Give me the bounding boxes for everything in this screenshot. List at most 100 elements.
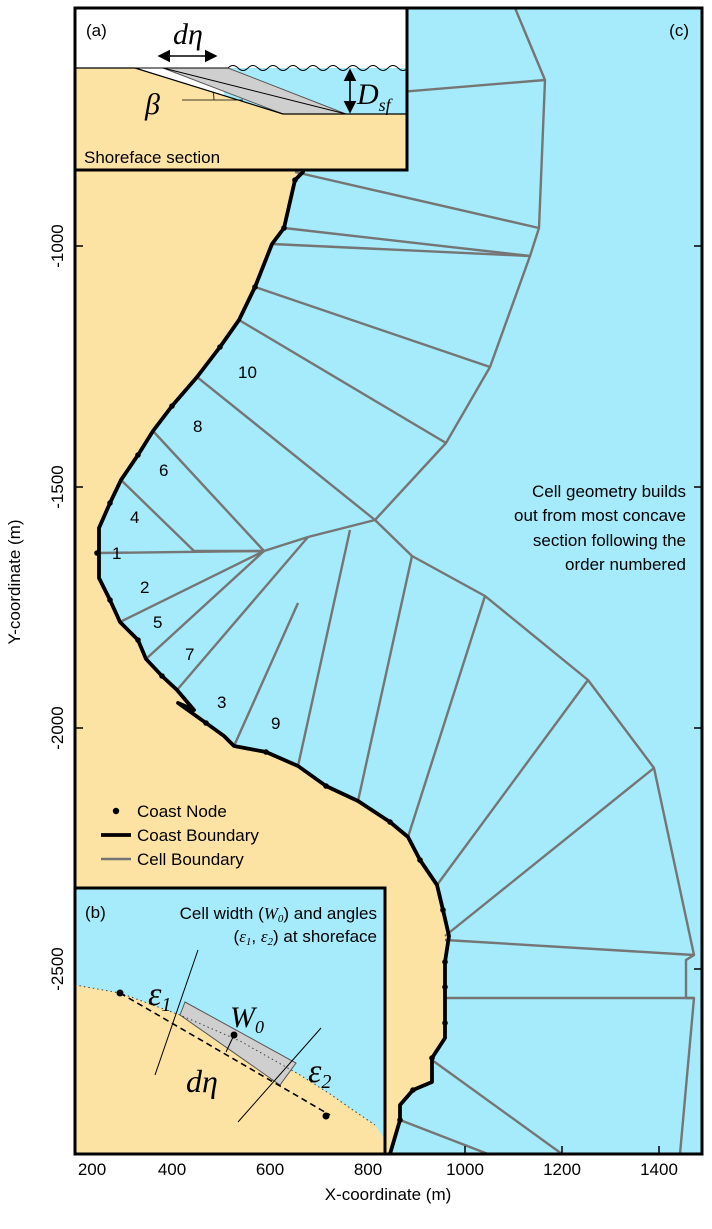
- x-tick-label: 1200: [543, 1160, 581, 1179]
- x-tick-label: 800: [354, 1160, 382, 1179]
- inset-a-label: (a): [86, 21, 107, 40]
- coast-node: [397, 1117, 403, 1123]
- cell-number-4: 4: [130, 508, 139, 527]
- cell-boundary: [232, 602, 300, 747]
- y-tick-label: -1000: [48, 224, 67, 267]
- inset-b-title-2: (ε1, ε2) at shoreface: [234, 927, 377, 948]
- x-tick-label: 400: [158, 1160, 186, 1179]
- cell-boundary: [145, 550, 265, 660]
- d-sf-subscript: sf: [379, 95, 394, 115]
- cell-boundary: [196, 376, 376, 521]
- inset-a-land: [75, 68, 407, 170]
- cell-number-5: 5: [153, 613, 162, 632]
- inset-b-label: (b): [85, 903, 106, 922]
- w0-subscript: 0: [255, 1017, 264, 1037]
- inset-b-node: [322, 1112, 330, 1120]
- title2-e2-sub: 2: [268, 936, 274, 948]
- eps1-symbol: ε: [148, 976, 162, 1013]
- coast-node: [429, 1055, 435, 1061]
- annotation-line-1: Cell geometry builds: [532, 482, 686, 501]
- annotation-line-2: out from most concave: [514, 506, 686, 525]
- coast-node: [263, 749, 269, 755]
- coast-boundary: [97, 100, 451, 1154]
- cell-boundary: [152, 430, 265, 552]
- cell-number-7: 7: [185, 645, 194, 664]
- coast-node: [410, 1087, 416, 1093]
- coast-node: [281, 225, 287, 231]
- inset-b-shoreline-dashed: [119, 992, 331, 1116]
- eps2-subscript: 2: [321, 1071, 331, 1093]
- title2-e1: ε: [239, 927, 246, 946]
- legend-node-swatch: [112, 807, 120, 815]
- inset-b-node: [230, 1031, 238, 1039]
- title2-end: ) at shoreface: [273, 927, 377, 946]
- coast-node: [107, 597, 113, 603]
- inset-b-frame: [73, 886, 387, 1156]
- cell-boundary: [120, 479, 195, 552]
- inset-a-caption: Shoreface section: [84, 148, 220, 167]
- eps1-label: ε1: [148, 976, 171, 1016]
- d-eta-label-b: dη: [186, 1063, 218, 1099]
- cell-boundary: [356, 555, 414, 802]
- cell-boundary: [283, 226, 531, 258]
- coast-node: [440, 907, 446, 913]
- land-area: [75, 8, 449, 1154]
- beta-arc: [212, 91, 215, 101]
- w0-symbol: W: [230, 1001, 258, 1034]
- coast-node: [135, 452, 141, 458]
- eps1-subscript: 1: [161, 994, 171, 1016]
- cell-boundary: [431, 1059, 563, 1154]
- y-tick-label: -2500: [48, 947, 67, 990]
- panel-c-label: (c): [669, 21, 689, 40]
- beta-label: β: [144, 88, 160, 121]
- d-eta-label: dη: [173, 18, 203, 51]
- coast-node: [94, 550, 100, 556]
- title2-e2: ε: [261, 927, 268, 946]
- title1-symbol: W: [264, 904, 280, 923]
- eps1-line: [154, 949, 199, 1076]
- coast-node: [417, 857, 423, 863]
- title1-text: Cell width (: [180, 904, 264, 923]
- coast-node: [442, 1020, 448, 1026]
- title1-sub: 0: [278, 913, 284, 925]
- x-tick-label: 600: [256, 1160, 284, 1179]
- cell-boundary: [436, 679, 589, 886]
- eps2-line: [237, 1027, 322, 1123]
- title2-sep: ,: [251, 927, 260, 946]
- cell-number-6: 6: [159, 461, 168, 480]
- inset-b: ε1 W0 dη ε2 (b) Cell width (W0) and angl…: [73, 886, 387, 1156]
- w0-label: W0: [230, 1001, 264, 1037]
- cell-number-10: 10: [238, 363, 257, 382]
- d-sf-label: Dsf: [356, 78, 394, 115]
- cell-boundary: [176, 536, 309, 691]
- legend-coast-boundary: Coast Boundary: [137, 826, 259, 845]
- y-tick-label: -1500: [48, 465, 67, 508]
- y-axis-label: Y-coordinate (m): [5, 519, 24, 644]
- cell-number-8: 8: [193, 417, 202, 436]
- legend-coast-node: Coast Node: [137, 802, 227, 821]
- cell-number-3: 3: [217, 693, 226, 712]
- x-axis-label: X-coordinate (m): [325, 1185, 452, 1204]
- cell-boundary-outer: [194, 8, 547, 553]
- coast-node: [217, 344, 223, 350]
- inset-b-node: [116, 989, 124, 997]
- coast-node: [323, 783, 329, 789]
- coast-node: [387, 819, 393, 825]
- cell-boundary: [399, 1118, 489, 1154]
- inset-b-cell: [179, 1001, 297, 1086]
- coast-node: [169, 403, 175, 409]
- cell-boundary: [294, 170, 540, 230]
- cell-boundary: [254, 285, 491, 369]
- inset-a-profile-shifted: [162, 67, 347, 115]
- annotation-line-4: order numbered: [565, 555, 686, 574]
- y-tick-label: -2000: [48, 706, 67, 749]
- coast-node: [442, 984, 448, 990]
- inset-a-frame: [73, 6, 409, 172]
- coast-nodes: [94, 177, 448, 1123]
- coast-node: [292, 177, 298, 183]
- coast-node: [252, 284, 258, 290]
- cell-boundary: [444, 767, 655, 937]
- coast-node: [107, 500, 113, 506]
- coast-node: [203, 720, 209, 726]
